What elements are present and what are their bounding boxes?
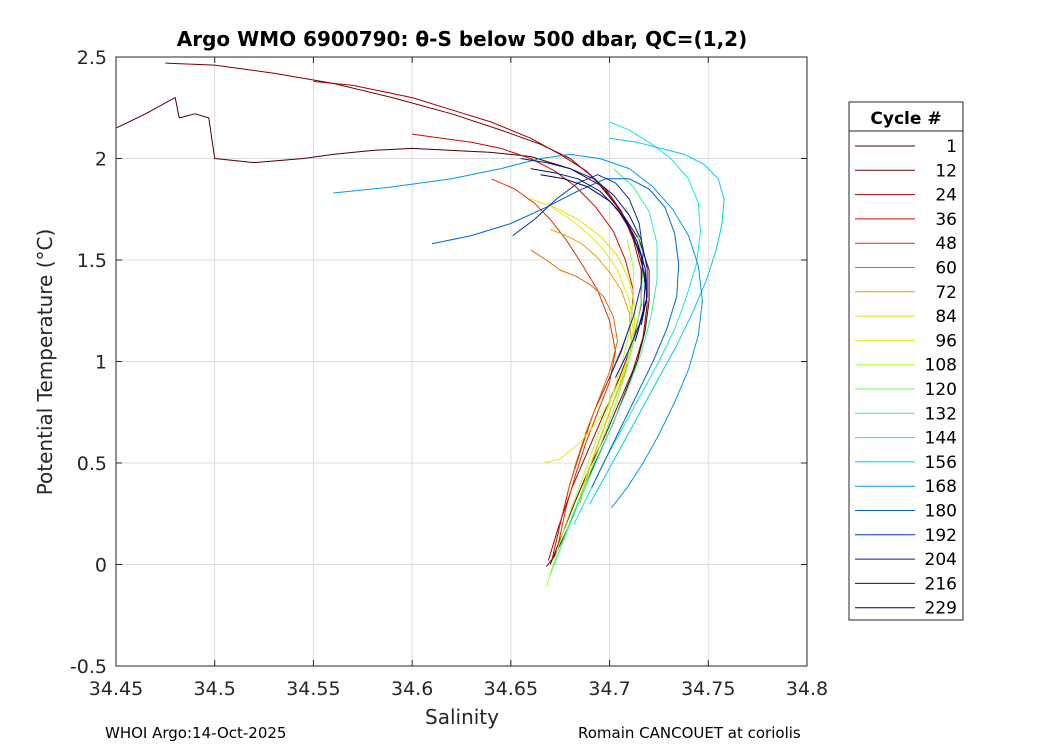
- x-axis-label: Salinity: [425, 705, 499, 729]
- legend-label-156: 156: [925, 453, 957, 473]
- series-line-cycle-204: [520, 158, 648, 378]
- legend-title: Cycle #: [870, 109, 941, 129]
- y-tick-label: 2: [95, 149, 107, 171]
- series-line-cycle-192: [512, 174, 644, 378]
- series-line-cycle-229: [540, 174, 648, 326]
- x-tick-label: 34.65: [484, 678, 538, 700]
- x-tick-label: 34.55: [286, 678, 340, 700]
- series-line-cycle-36: [412, 133, 634, 559]
- legend-label-180: 180: [925, 502, 957, 522]
- series-line-cycle-60: [530, 249, 618, 492]
- series-line-cycle-216: [530, 168, 646, 342]
- x-tick-label: 34.6: [391, 678, 433, 700]
- series-group: [115, 62, 725, 587]
- footer-source-date: WHOI Argo:14-Oct-2025: [105, 724, 287, 742]
- series-line-cycle-168: [333, 153, 703, 509]
- series-line-cycle-72: [550, 229, 632, 504]
- series-line-cycle-180: [431, 178, 680, 488]
- legend-label-168: 168: [925, 477, 957, 497]
- legend-label-204: 204: [925, 550, 957, 570]
- footer-author: Romain CANCOUET at coriolis: [578, 724, 801, 742]
- chart-title: Argo WMO 6900790: θ-S below 500 dbar, QC…: [177, 27, 747, 51]
- legend-label-60: 60: [935, 259, 957, 279]
- y-tick-label: 2.5: [77, 47, 107, 69]
- legend-entries: 1 12 24 36 48 60 72 84 96 108 120 132 144 156 168 180 19…: [855, 137, 957, 619]
- y-tick-label: -0.5: [70, 656, 107, 678]
- series-line-cycle-48: [490, 178, 616, 545]
- series-line-cycle-96: [544, 202, 634, 464]
- y-axis-label: Potential Temperature (°C): [33, 229, 57, 496]
- x-tick-label: 34.5: [194, 678, 236, 700]
- series-line-cycle-108: [545, 239, 634, 587]
- legend-label-120: 120: [925, 380, 957, 400]
- x-tick-label: 34.8: [786, 678, 828, 700]
- legend-label-36: 36: [935, 210, 957, 230]
- legend-box: [848, 101, 964, 621]
- x-tick-label: 34.45: [89, 678, 143, 700]
- legend-label-132: 132: [925, 404, 957, 424]
- y-tick-label: 0: [95, 555, 107, 577]
- series-line-cycle-156: [589, 137, 725, 504]
- legend-label-216: 216: [925, 574, 957, 594]
- legend-label-72: 72: [935, 283, 957, 303]
- legend-label-24: 24: [935, 186, 957, 206]
- legend-label-84: 84: [935, 307, 957, 327]
- legend: Cycle # 1 12 24 36 48 60 72 84 96 108 120 132 144 156…: [848, 101, 964, 621]
- legend-label-108: 108: [925, 356, 957, 376]
- ticks: 34.45 34.5 34.55 34.6 34.65 34.7 34.75 34.8 -0.5…: [70, 47, 828, 700]
- y-tick-label: 1: [95, 352, 107, 374]
- series-line-cycle-144: [573, 121, 701, 525]
- legend-label-1: 1: [946, 137, 957, 157]
- legend-label-96: 96: [935, 331, 957, 351]
- legend-label-48: 48: [935, 234, 957, 254]
- legend-label-144: 144: [925, 429, 957, 449]
- legend-label-192: 192: [925, 526, 957, 546]
- legend-label-229: 229: [925, 599, 957, 619]
- x-tick-label: 34.7: [588, 678, 630, 700]
- legend-label-12: 12: [935, 161, 957, 181]
- y-tick-label: 1.5: [77, 250, 107, 272]
- y-tick-label: 0.5: [77, 453, 107, 475]
- x-tick-label: 34.75: [681, 678, 735, 700]
- series-line-cycle-132: [553, 168, 658, 565]
